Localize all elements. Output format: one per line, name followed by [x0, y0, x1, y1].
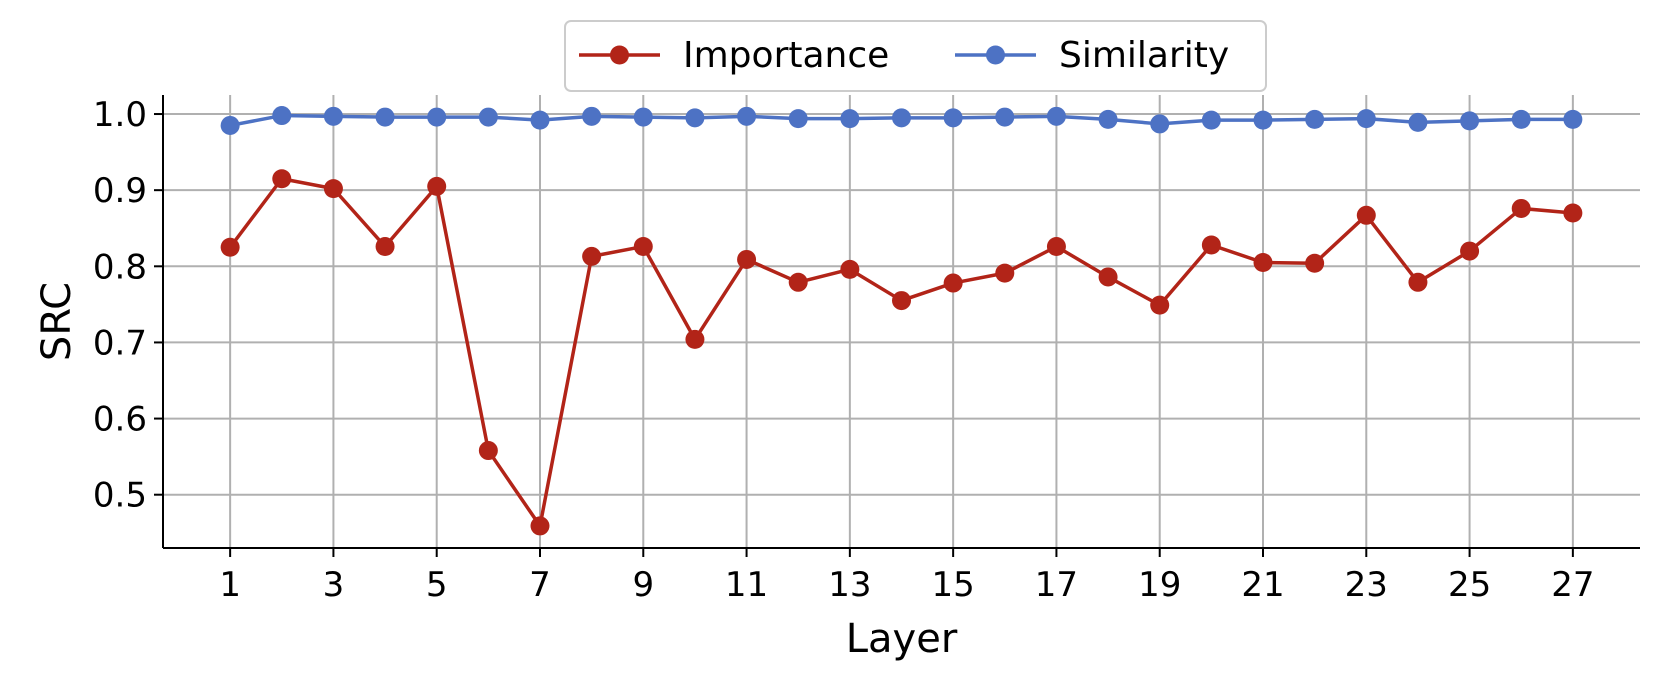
similarity-point	[375, 107, 395, 127]
importance-point	[840, 259, 860, 279]
importance-point	[1150, 295, 1170, 315]
legend-label-similarity: Similarity	[1059, 35, 1229, 76]
importance-point	[582, 246, 602, 266]
x-tick-label: 7	[529, 565, 551, 605]
x-tick-label: 25	[1448, 565, 1491, 605]
importance-point	[1511, 198, 1531, 218]
similarity-point	[1408, 112, 1428, 132]
similarity-point	[427, 107, 447, 127]
importance-point	[1408, 272, 1428, 292]
x-tick-label: 3	[323, 565, 345, 605]
importance-point	[1305, 253, 1325, 273]
importance-point	[220, 237, 240, 257]
similarity-point	[633, 107, 653, 127]
x-tick-label: 23	[1345, 565, 1388, 605]
series-similarity	[220, 106, 1583, 135]
similarity-point	[1253, 110, 1273, 130]
importance-point	[427, 176, 447, 196]
similarity-point	[788, 109, 808, 129]
similarity-point	[1046, 106, 1066, 126]
series-group	[220, 106, 1583, 536]
importance-point	[737, 249, 757, 269]
similarity-point	[1511, 109, 1531, 129]
similarity-point	[1098, 109, 1118, 129]
y-tick-label: 0.5	[93, 476, 147, 516]
importance-point	[375, 237, 395, 257]
importance-point	[1201, 235, 1221, 255]
similarity-point	[840, 109, 860, 129]
importance-point	[633, 237, 653, 257]
y-tick-label: 0.9	[93, 171, 147, 211]
series-importance	[220, 169, 1583, 536]
importance-point	[995, 263, 1015, 283]
x-tick-label: 5	[426, 565, 448, 605]
legend: Importance Similarity	[564, 20, 1267, 92]
similarity-point	[892, 108, 911, 128]
y-tick-label: 0.6	[93, 400, 147, 440]
importance-point	[1356, 205, 1376, 225]
legend-marker-similarity	[986, 45, 1005, 65]
x-tick-label: 27	[1551, 565, 1594, 605]
x-tick-label: 15	[932, 565, 975, 605]
importance-point	[892, 291, 911, 311]
legend-frame	[564, 20, 1267, 92]
y-tick-label: 0.7	[93, 323, 147, 363]
similarity-point	[220, 115, 240, 135]
importance-point	[1563, 203, 1583, 223]
similarity-point	[737, 106, 757, 126]
importance-point	[1460, 241, 1480, 261]
similarity-point	[943, 108, 963, 128]
similarity-point	[323, 106, 343, 126]
similarity-point	[1356, 109, 1376, 129]
similarity-point	[1563, 109, 1583, 129]
legend-label-importance: Importance	[683, 35, 889, 76]
x-tick-label: 21	[1241, 565, 1284, 605]
x-tick-label: 11	[725, 565, 768, 605]
similarity-point	[1150, 114, 1170, 134]
importance-point	[478, 441, 498, 461]
importance-point	[1046, 237, 1066, 257]
grid-lines	[163, 95, 1640, 548]
y-axis-label: SRC	[34, 282, 80, 361]
x-axis-label: Layer	[846, 616, 958, 662]
x-tick-label: 17	[1035, 565, 1078, 605]
importance-line	[228, 176, 1574, 528]
importance-point	[1253, 252, 1273, 272]
x-tick-label: 19	[1138, 565, 1181, 605]
similarity-point	[995, 107, 1015, 127]
importance-point	[272, 169, 292, 189]
y-tick-label: 1.0	[93, 95, 147, 135]
similarity-point	[685, 108, 705, 128]
x-tick-label: 1	[219, 565, 241, 605]
similarity-point	[478, 107, 498, 127]
similarity-point	[582, 106, 602, 126]
x-tick-label: 13	[828, 565, 871, 605]
importance-point	[1098, 267, 1118, 287]
similarity-point	[1305, 109, 1325, 129]
similarity-point	[530, 110, 550, 130]
similarity-point	[1201, 110, 1221, 130]
x-tick-label: 9	[632, 565, 654, 605]
similarity-point	[272, 106, 292, 126]
y-tick-label: 0.8	[93, 247, 147, 287]
axes: 1 3 5 7 9 11 13 15 17 19 21 23 25 270.50.60.70.80.91.…	[93, 95, 1640, 605]
importance-point	[323, 179, 343, 199]
importance-point	[530, 516, 550, 536]
legend-marker-importance	[610, 45, 629, 65]
importance-point	[788, 272, 808, 292]
similarity-point	[1460, 111, 1480, 131]
importance-point	[685, 329, 705, 349]
importance-point	[943, 273, 963, 293]
